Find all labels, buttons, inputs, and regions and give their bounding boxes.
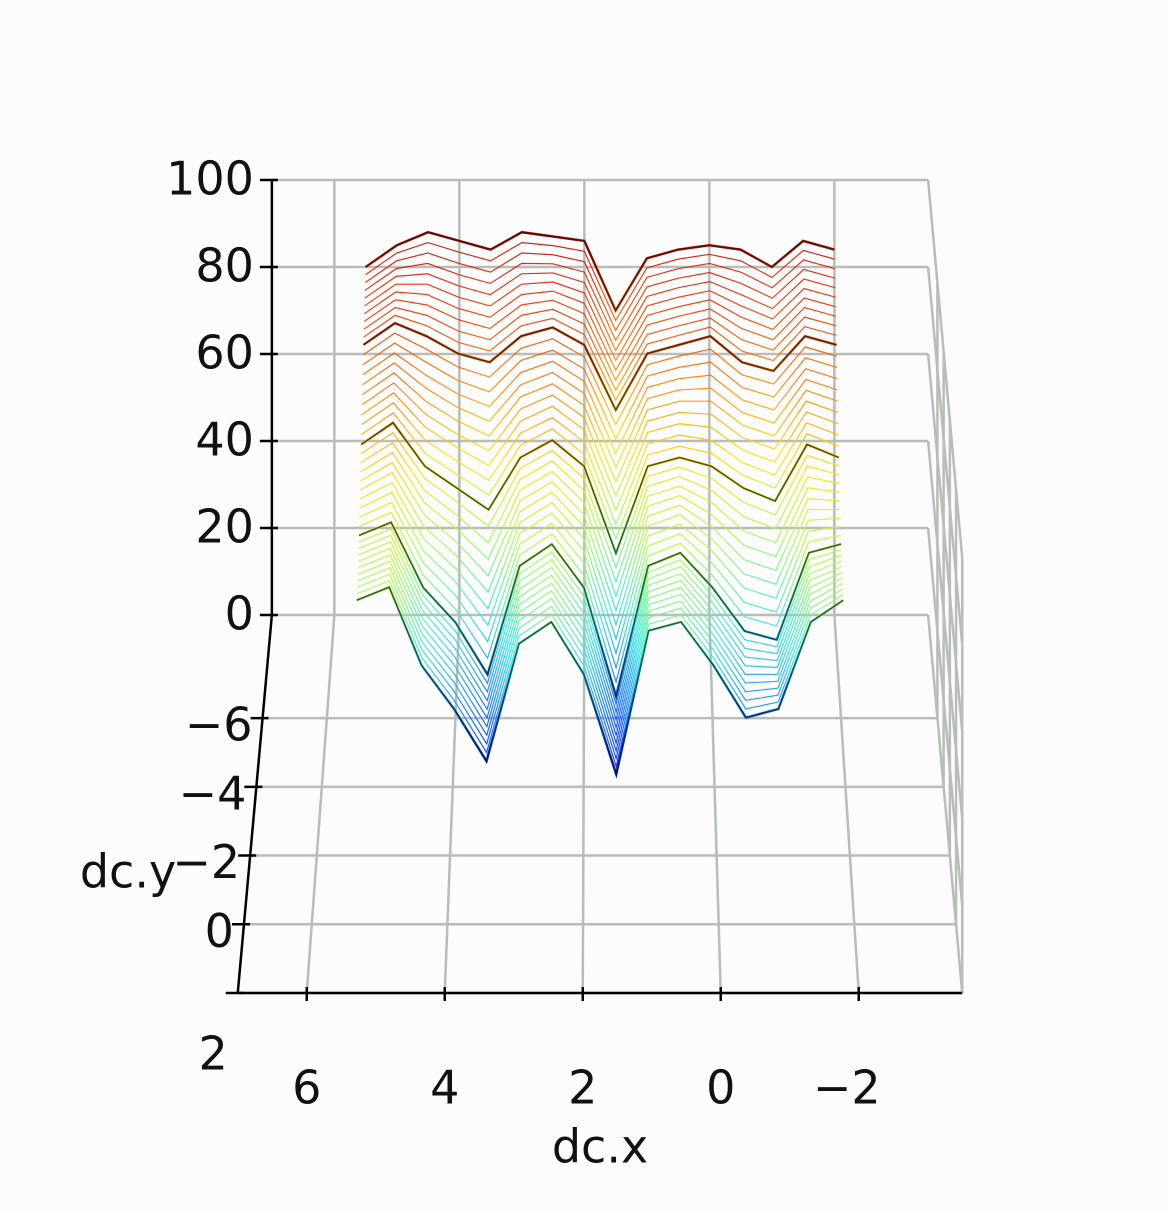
y-tick-label: −4: [179, 766, 247, 820]
surface-fill-line: [364, 262, 836, 342]
surface-fill-line: [357, 553, 843, 738]
surface-fill-line: [361, 372, 838, 484]
x-tick-label: 2: [568, 1061, 597, 1115]
z-tick-label: 0: [225, 587, 254, 641]
surface-fill-line: [359, 471, 840, 627]
x-tick-label: 4: [430, 1061, 459, 1115]
surface-fill-line: [363, 299, 837, 382]
surface-fill-line: [364, 281, 836, 362]
grid-line: [708, 614, 722, 994]
grid-line: [305, 614, 336, 994]
surface-fill-line: [358, 541, 842, 722]
z-tick-label: 80: [195, 239, 254, 293]
surface-fill-line: [364, 272, 836, 352]
x-axis-label: dc.x: [552, 1120, 648, 1174]
z-tick-label: 20: [195, 500, 254, 554]
surface-fill-line: [361, 402, 839, 527]
y-axis-line: [236, 614, 274, 994]
y-tick-label: 2: [198, 1027, 227, 1081]
surface-fill-line: [360, 451, 840, 599]
surface-contour: [358, 521, 842, 700]
surface-contour: [360, 421, 840, 556]
x-tick-label: −2: [813, 1061, 881, 1115]
surface-contour: [365, 231, 835, 313]
z-tick-label: 40: [195, 413, 254, 467]
surface-fill-line: [358, 528, 842, 707]
surface-contour: [362, 322, 837, 412]
x-tick-label: 0: [706, 1061, 735, 1115]
surface-fill-line: [358, 534, 842, 715]
grid-line: [833, 614, 860, 994]
surface-fill-line: [361, 411, 839, 541]
surface-fill-line: [362, 332, 837, 426]
surface-fill-line: [362, 352, 838, 455]
surface-fill-line: [356, 579, 844, 769]
surface-fill-line: [362, 362, 838, 469]
surface-fill-line: [363, 314, 837, 402]
y-tick-label: 0: [205, 904, 234, 958]
surface-fill-line: [362, 342, 838, 441]
surface-fill-line: [363, 290, 836, 372]
y-tick-label: −2: [172, 835, 240, 889]
surface-fill-line: [363, 306, 837, 392]
surface-fill-line: [357, 566, 843, 754]
surface-fill-line: [361, 382, 839, 498]
x-tick-label: 6: [292, 1061, 321, 1115]
z-tick-label: 60: [195, 326, 254, 380]
surface-fill-line: [359, 501, 841, 670]
surface-fill-line: [358, 511, 841, 685]
surface-fill-line: [361, 392, 839, 512]
surface-contour: [356, 586, 844, 778]
surface-fill-line: [359, 491, 841, 656]
z-tick-label: 100: [166, 152, 254, 206]
y-tick-label: −6: [185, 698, 253, 752]
grid-line: [926, 614, 964, 994]
surface-fill-line: [359, 481, 841, 642]
surface-fill-line: [357, 560, 843, 746]
y-axis-label: dc.y: [80, 845, 176, 899]
surface-fill-line: [365, 241, 835, 322]
surface-fill-line: [360, 461, 840, 613]
surface-fill-line: [357, 547, 843, 730]
surface-fill-line: [360, 441, 840, 584]
surface-fill-line: [360, 431, 840, 570]
surface-fill-line: [364, 252, 835, 332]
surface-fill-line: [356, 573, 844, 761]
